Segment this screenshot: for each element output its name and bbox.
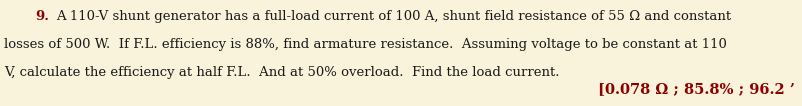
- Text: [0.078 Ω ; 85.8% ; 96.2 ’: [0.078 Ω ; 85.8% ; 96.2 ’: [598, 82, 795, 96]
- Text: A 110-V shunt generator has a full-load current of 100 A, shunt field resistance: A 110-V shunt generator has a full-load …: [56, 10, 731, 23]
- Text: V, calculate the efficiency at half F.L.  And at 50% overload.  Find the load cu: V, calculate the efficiency at half F.L.…: [4, 66, 560, 79]
- Text: losses of 500 W.  If F.L. efficiency is 88%, find armature resistance.  Assuming: losses of 500 W. If F.L. efficiency is 8…: [4, 38, 727, 51]
- Text: 9.: 9.: [35, 10, 49, 23]
